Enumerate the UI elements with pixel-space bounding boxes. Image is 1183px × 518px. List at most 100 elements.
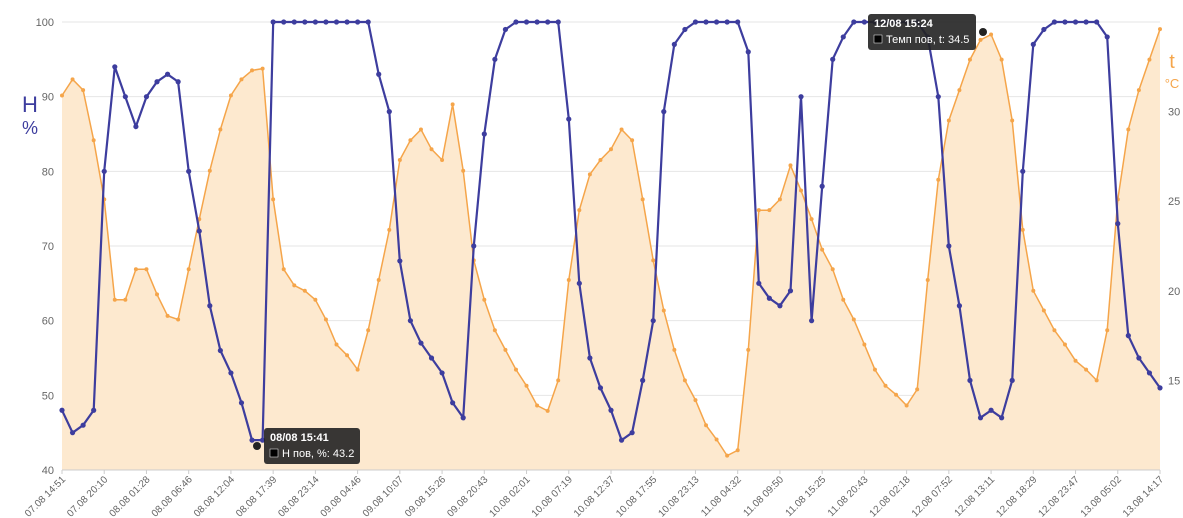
tooltip-title: 08/08 15:41: [270, 432, 329, 444]
point: [123, 297, 128, 302]
point: [1126, 127, 1131, 132]
point: [609, 147, 613, 152]
point: [587, 172, 592, 177]
point: [397, 157, 402, 162]
point: [450, 400, 456, 406]
point: [619, 127, 624, 132]
x-tick-label: 09.08 10:07: [361, 474, 406, 518]
point: [207, 303, 213, 309]
highlight-point: [253, 442, 261, 450]
point: [851, 317, 856, 322]
x-tick-label: 10.08 17:55: [614, 474, 659, 518]
point: [535, 403, 540, 408]
point: [186, 168, 192, 174]
x-tick-label: 10.08 02:01: [488, 474, 533, 518]
point: [545, 408, 550, 413]
point: [323, 317, 328, 322]
point: [1020, 227, 1025, 232]
point: [513, 367, 518, 372]
point: [862, 342, 867, 347]
point: [1072, 19, 1079, 25]
point: [376, 71, 382, 77]
point: [809, 217, 814, 222]
tooltip-box: [868, 14, 976, 50]
x-tick-label: 11.08 20:43: [826, 474, 871, 518]
point: [397, 258, 403, 264]
y-tick-label: 90: [42, 92, 54, 104]
x-tick-label: 11.08 15:25: [784, 474, 829, 518]
point: [70, 77, 75, 82]
point: [1073, 358, 1078, 363]
x-tick-label: 10.08 23:13: [656, 474, 701, 518]
x-tick-label: 10.08 12:37: [572, 474, 617, 518]
point: [355, 367, 360, 372]
point: [756, 280, 762, 286]
point: [333, 19, 340, 25]
point: [60, 93, 64, 98]
point: [704, 423, 709, 428]
point: [830, 56, 836, 62]
point: [165, 313, 170, 318]
point: [989, 32, 994, 37]
point: [904, 403, 909, 408]
point: [408, 138, 413, 143]
x-tick-label: 08.08 17:39: [234, 474, 279, 518]
point: [999, 57, 1004, 62]
point: [218, 127, 223, 132]
point: [386, 109, 392, 115]
point: [207, 168, 212, 173]
point: [661, 109, 667, 115]
point: [482, 297, 487, 302]
point: [978, 37, 983, 42]
point: [777, 303, 783, 309]
point: [788, 163, 793, 168]
y-tick-label: 60: [42, 316, 54, 328]
y-axis-unit: %: [22, 118, 38, 138]
point: [1052, 328, 1057, 333]
point: [713, 19, 720, 25]
point: [598, 157, 603, 162]
point: [59, 407, 65, 413]
point: [872, 367, 877, 372]
point: [238, 400, 245, 406]
point: [830, 267, 835, 272]
point: [1104, 34, 1110, 40]
point: [217, 347, 223, 354]
point: [228, 370, 234, 376]
highlight-point: [979, 28, 987, 36]
point: [1041, 308, 1046, 313]
point: [1094, 19, 1100, 25]
tooltip: 12/08 15:24 Темп пов, t: 34.5: [868, 14, 976, 50]
y2-axis-unit: °C: [1165, 76, 1180, 91]
x-tick-label: 07.08 20:10: [65, 474, 110, 518]
point: [787, 288, 794, 294]
point: [144, 267, 149, 272]
point: [745, 49, 751, 55]
point: [935, 94, 941, 100]
point: [1009, 377, 1015, 383]
point: [81, 88, 86, 93]
point: [735, 19, 741, 25]
point: [175, 79, 181, 85]
y2-tick-label: 20: [1168, 286, 1180, 298]
point: [967, 57, 972, 62]
tooltip: 08/08 15:41 H пов, %: 43.2: [264, 428, 360, 464]
point: [1020, 168, 1026, 174]
y2-tick-label: 25: [1168, 196, 1180, 208]
point: [640, 377, 646, 383]
point: [334, 342, 339, 347]
point: [91, 407, 97, 413]
point: [883, 383, 888, 388]
point: [250, 68, 255, 73]
point: [313, 297, 318, 302]
point: [630, 138, 635, 143]
point: [492, 56, 498, 62]
point: [291, 19, 297, 25]
point: [366, 328, 371, 333]
point: [651, 258, 656, 263]
point: [957, 88, 962, 93]
point: [777, 197, 782, 202]
point: [799, 188, 804, 193]
point: [1147, 57, 1152, 62]
point: [597, 385, 604, 391]
